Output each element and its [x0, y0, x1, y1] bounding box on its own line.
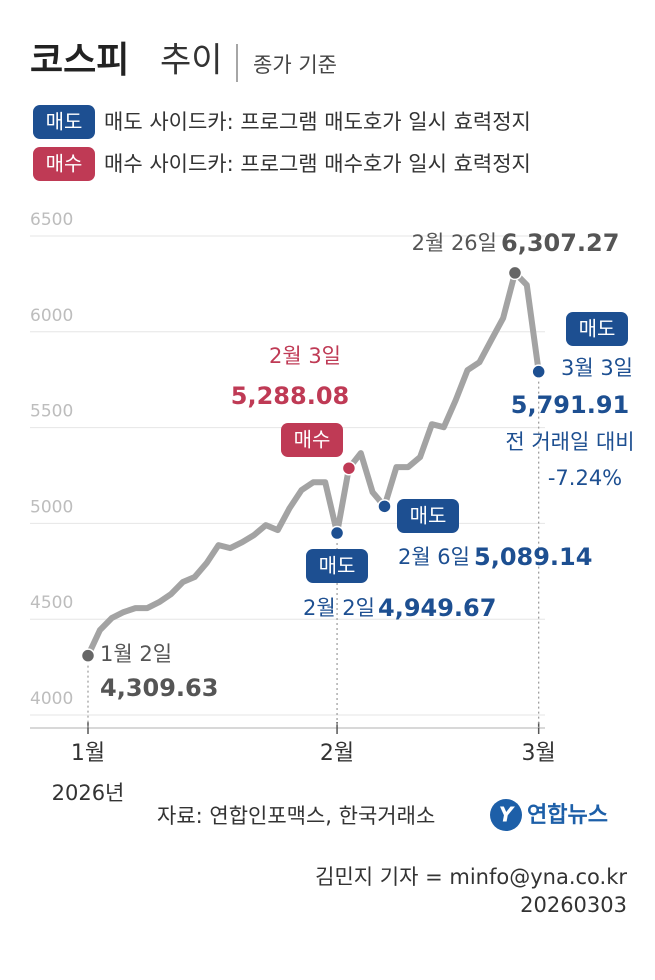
y-tick-label: 5000: [30, 497, 73, 517]
date: 20260303: [520, 893, 627, 917]
point-date: 2월 6일: [398, 545, 470, 569]
badge-label: 매도: [46, 110, 83, 134]
source: 자료: 연합인포맥스, 한국거래소: [157, 804, 435, 828]
value-label: 4,309.63: [100, 674, 218, 702]
x-tick-label: 2월: [320, 741, 354, 766]
y-tick-label: 6500: [30, 210, 73, 230]
point: [507, 265, 523, 281]
badge: [33, 147, 95, 181]
point: [329, 525, 345, 541]
value-label: 5,089.14: [474, 543, 592, 571]
badge-label: 매도: [319, 554, 356, 578]
logo-mark: Y: [499, 803, 516, 827]
point: [377, 499, 392, 514]
value-label: 5,791.91: [511, 391, 629, 419]
y-tick-label: 5500: [30, 402, 73, 422]
point: [80, 648, 96, 663]
badge: [397, 499, 459, 533]
badge: [306, 549, 368, 583]
point-date: 2월 2일: [303, 596, 375, 620]
legend-text: 매수 사이드카: 프로그램 매수호가 일시 효력정지: [104, 152, 531, 176]
change-label: 전 거래일 대비: [505, 430, 634, 454]
y-tick-label: 4000: [30, 689, 73, 709]
chart-subtitle: 종가 기준: [253, 53, 337, 77]
point-date: 1월 2일: [100, 642, 172, 666]
value-label: 5,288.08: [231, 382, 349, 410]
value-label: 6,307.27: [501, 229, 619, 257]
y-tick-label: 6000: [30, 306, 73, 326]
point-date: 2월 26일: [412, 231, 497, 255]
badge: [566, 312, 628, 346]
badge-label: 매도: [410, 504, 447, 528]
point: [341, 460, 357, 476]
x-tick-label: 1월: [71, 741, 105, 766]
credit: 김민지 기자 = minfo@yna.co.kr: [315, 865, 627, 889]
badge: [33, 105, 95, 139]
logo-icon: [490, 799, 522, 831]
line: [85, 269, 542, 659]
x-tick-label: 3월: [522, 741, 556, 766]
point-date: 2월 3일: [269, 344, 341, 368]
chart-title-light: 추이: [160, 41, 223, 81]
value-label: 4,949.67: [378, 594, 496, 622]
point: [531, 364, 546, 379]
legend-text: 매도 사이드카: 프로그램 매도호가 일시 효력정지: [104, 110, 531, 134]
badge-label: 매수: [46, 152, 83, 176]
x-year-label: 2026년: [52, 781, 125, 805]
chart-title: 코스피: [30, 40, 129, 81]
change-value: -7.24%: [548, 466, 622, 490]
badge-label: 매수: [294, 428, 331, 452]
logo: 연합뉴스: [527, 802, 608, 828]
y-tick-label: 4500: [30, 593, 73, 613]
point-date: 3월 3일: [561, 356, 633, 380]
badge: [281, 423, 343, 457]
badge-label: 매도: [579, 317, 616, 341]
